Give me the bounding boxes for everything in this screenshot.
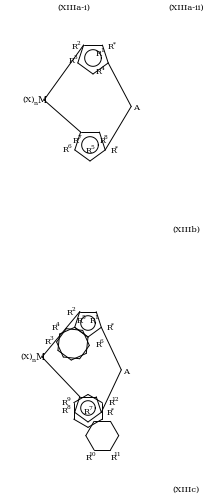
- Text: 10: 10: [89, 452, 96, 457]
- Text: A: A: [133, 104, 139, 112]
- Text: R: R: [72, 137, 79, 145]
- Text: R: R: [110, 147, 116, 155]
- Text: 8: 8: [66, 405, 70, 410]
- Text: 6: 6: [67, 144, 71, 149]
- Text: (X): (X): [20, 353, 32, 361]
- Text: R: R: [45, 338, 51, 346]
- Text: 2: 2: [71, 307, 75, 312]
- Text: *: *: [111, 322, 114, 327]
- Text: (X): (X): [22, 96, 34, 104]
- Text: R: R: [67, 309, 73, 317]
- Text: R: R: [106, 324, 112, 332]
- Text: *: *: [115, 145, 118, 150]
- Text: 2: 2: [76, 41, 80, 46]
- Text: R: R: [106, 409, 112, 417]
- Text: R: R: [110, 454, 116, 462]
- Text: R: R: [62, 399, 68, 407]
- Text: *: *: [112, 41, 115, 46]
- Text: R: R: [95, 341, 101, 349]
- Text: *: *: [111, 407, 114, 412]
- Text: 3: 3: [49, 336, 53, 341]
- Text: R: R: [95, 50, 101, 58]
- Text: 7: 7: [77, 135, 81, 140]
- Text: 1: 1: [100, 48, 104, 53]
- Text: 5: 5: [81, 315, 85, 320]
- Text: R: R: [108, 399, 114, 407]
- Text: (XIIIc): (XIIIc): [172, 486, 200, 494]
- Text: R: R: [86, 147, 92, 155]
- Text: R: R: [89, 317, 95, 325]
- Text: 1: 1: [94, 315, 98, 320]
- Text: 8: 8: [104, 135, 108, 140]
- Text: R: R: [99, 137, 105, 145]
- Text: R: R: [86, 454, 92, 462]
- Text: 6: 6: [100, 339, 104, 344]
- Text: R: R: [84, 408, 90, 416]
- Text: n: n: [32, 357, 36, 362]
- Text: R: R: [69, 57, 75, 65]
- Text: R: R: [72, 43, 78, 51]
- Text: A: A: [123, 368, 129, 376]
- Text: R: R: [96, 68, 102, 76]
- Text: 4: 4: [56, 322, 60, 327]
- Text: 12: 12: [111, 397, 118, 402]
- Text: (XIIIa-ii): (XIIIa-ii): [168, 4, 204, 12]
- Text: R: R: [52, 324, 58, 332]
- Text: n: n: [34, 100, 38, 105]
- Text: M: M: [36, 352, 45, 361]
- Text: R: R: [107, 43, 113, 51]
- Text: 3: 3: [73, 55, 77, 60]
- Text: 9: 9: [66, 397, 70, 402]
- Text: R: R: [63, 146, 69, 154]
- Text: (XIIIa-i): (XIIIa-i): [57, 4, 91, 12]
- Text: M: M: [38, 95, 47, 104]
- Text: R: R: [62, 407, 68, 415]
- Text: 7: 7: [89, 406, 92, 411]
- Text: 4: 4: [101, 66, 104, 71]
- Text: (XIIIb): (XIIIb): [172, 226, 200, 234]
- Text: 11: 11: [113, 452, 121, 457]
- Text: R: R: [77, 317, 83, 325]
- Text: 5: 5: [91, 145, 94, 150]
